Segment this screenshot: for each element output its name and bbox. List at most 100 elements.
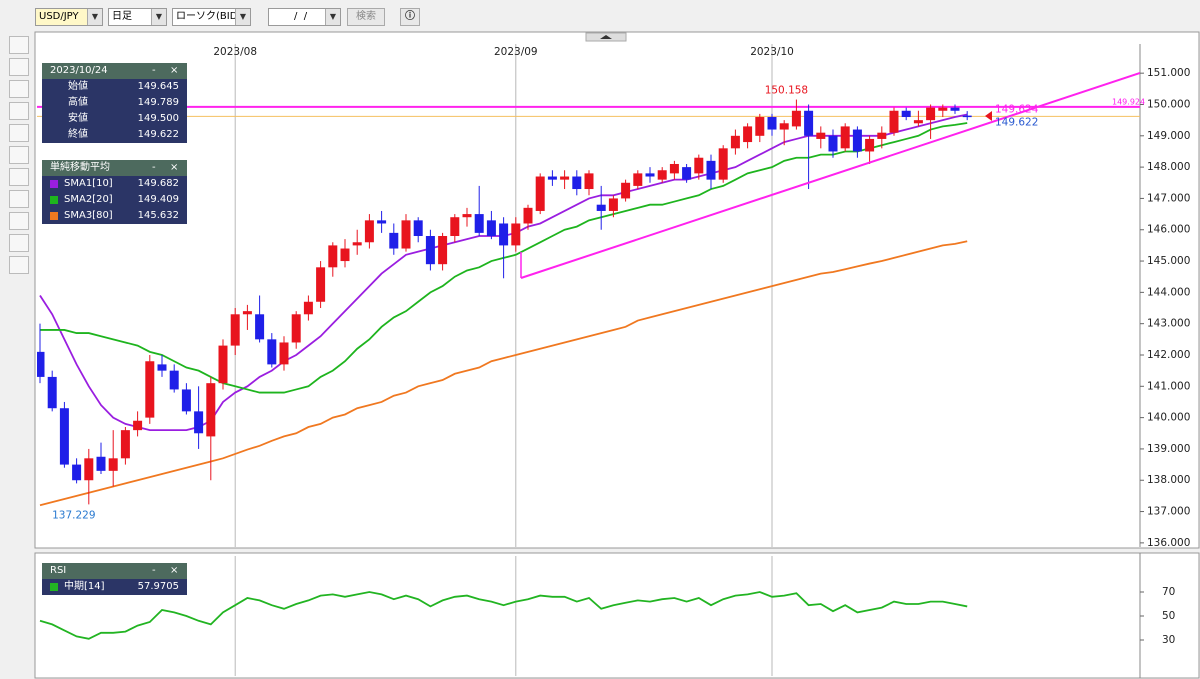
view-tool[interactable] — [9, 212, 29, 230]
y-tick-label: 147.000 — [1147, 192, 1190, 204]
y-tick-label: 136.000 — [1147, 537, 1190, 549]
legend-value: 149.409 — [137, 194, 179, 205]
y-tick-label: 137.000 — [1147, 506, 1190, 518]
layout-tool[interactable] — [9, 256, 29, 274]
info-date: 2023/10/24 — [50, 65, 108, 76]
candle-body — [547, 176, 557, 180]
minimize-button[interactable]: - — [152, 162, 156, 173]
info-panel: 2023/10/24 - × 始値 149.645 高値 149.789 安値 149.500… — [42, 63, 187, 143]
sma-panel: 単純移動平均 - × SMA1[10] 149.682 SMA2[20] 149.409 S… — [42, 160, 187, 224]
info-row: 高値 149.789 — [42, 95, 187, 111]
chart-kind-text: ローソク(BID) — [176, 11, 242, 22]
symbol-select[interactable]: USD/JPY ▼ — [35, 8, 103, 26]
zoom-out-tool[interactable] — [9, 124, 29, 142]
y-tick-label: 145.000 — [1147, 255, 1190, 267]
zoom-in-tool[interactable] — [9, 102, 29, 120]
legend-swatch — [50, 212, 58, 220]
candle-body — [938, 107, 948, 111]
date-text: / / — [290, 11, 308, 22]
info-button[interactable]: ⓘ — [400, 8, 420, 26]
candle-body — [865, 138, 875, 152]
y-tick-label: 151.000 — [1147, 67, 1190, 79]
candle-body — [511, 223, 521, 246]
candle-body — [133, 420, 143, 431]
candle-body — [450, 217, 460, 237]
info-label: 安値 — [68, 113, 88, 124]
legend-value: 57.9705 — [137, 581, 179, 592]
erase-tool[interactable] — [9, 80, 29, 98]
dropdown-arrow: ▼ — [235, 9, 250, 25]
trend-line[interactable] — [520, 72, 1140, 279]
dropdown-arrow: ▼ — [325, 9, 340, 25]
settings-tool[interactable] — [9, 190, 29, 208]
candle-body — [779, 123, 789, 130]
print-tool[interactable] — [9, 234, 29, 252]
candle-body — [279, 342, 289, 365]
dropdown-arrow: ▼ — [87, 9, 102, 25]
candle-body — [608, 198, 618, 211]
candle-body — [743, 126, 753, 143]
candle-body — [364, 220, 374, 243]
high-label: 150.158 — [765, 85, 808, 97]
period-select[interactable]: 日足 ▼ — [108, 8, 167, 26]
info-row: 終値 149.622 — [42, 127, 187, 143]
y-tick-label: 149.000 — [1147, 130, 1190, 142]
candle-body — [255, 314, 265, 340]
symbol-text: USD/JPY — [39, 11, 79, 22]
bid-label: 149.622 — [995, 116, 1038, 128]
table-tool[interactable] — [9, 168, 29, 186]
close-button[interactable]: × — [170, 65, 179, 76]
candle-body — [206, 383, 216, 437]
legend-item: SMA2[20] 149.409 — [42, 192, 187, 208]
y-tick-label: 140.000 — [1147, 412, 1190, 424]
candle-body — [499, 223, 509, 246]
legend-swatch — [50, 180, 58, 188]
candle-body — [926, 107, 936, 121]
candle-body — [840, 126, 850, 149]
search-button[interactable]: 検索 — [347, 8, 385, 26]
candle-body — [816, 132, 826, 139]
candle-body — [535, 176, 545, 211]
candle-body — [145, 361, 155, 418]
indicator-tool[interactable] — [9, 146, 29, 164]
candle-body — [913, 120, 923, 124]
candle-body — [596, 204, 606, 211]
candle-body — [389, 232, 399, 249]
candle-body — [645, 173, 655, 177]
info-panel-header: 2023/10/24 - × — [42, 63, 187, 79]
y-tick-label: 139.000 — [1147, 443, 1190, 455]
rsi-pane — [34, 552, 1200, 679]
rsi-panel: RSI - × 中期[14] 57.9705 — [42, 563, 187, 595]
candle-body — [767, 117, 777, 130]
y-tick-label: 138.000 — [1147, 474, 1190, 486]
sma-line — [39, 240, 968, 507]
date-input[interactable]: / / ▼ — [268, 8, 341, 26]
minimize-button[interactable]: - — [152, 565, 156, 576]
close-button[interactable]: × — [170, 162, 179, 173]
info-row: 始値 149.645 — [42, 79, 187, 95]
minimize-button[interactable]: - — [152, 65, 156, 76]
legend-item: SMA3[80] 145.632 — [42, 208, 187, 224]
candle-body — [584, 173, 594, 190]
rsi-title: RSI — [50, 565, 67, 576]
candle-body — [901, 110, 911, 118]
y-tick-label: 144.000 — [1147, 286, 1190, 298]
legend-label: 中期[14] — [64, 581, 105, 592]
candle-body — [633, 173, 643, 186]
low-label: 137.229 — [52, 509, 95, 521]
line-tool[interactable] — [9, 58, 29, 76]
candle-body — [462, 214, 472, 218]
candle-body — [169, 370, 179, 390]
candle-body — [230, 314, 240, 346]
candle-body — [950, 107, 960, 111]
x-tick-label: 2023/08 — [213, 46, 257, 58]
legend-swatch — [50, 583, 58, 591]
close-button[interactable]: × — [170, 565, 179, 576]
candle-body — [316, 267, 326, 302]
chart-kind-select[interactable]: ローソク(BID) ▼ — [172, 8, 251, 26]
x-tick-label: 2023/10 — [750, 46, 794, 58]
cursor-tool[interactable] — [9, 36, 29, 54]
candle-body — [108, 458, 118, 471]
candle-body — [560, 176, 570, 180]
candle-body — [120, 430, 130, 459]
